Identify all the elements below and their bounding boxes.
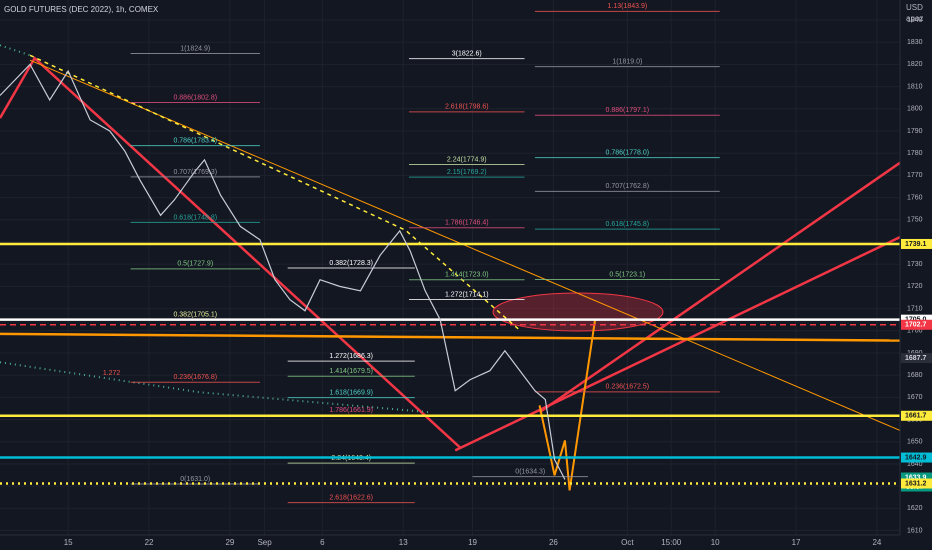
fib-label: 0(1634.3) — [515, 468, 545, 475]
price-tag — [901, 353, 932, 364]
price-tag — [901, 319, 932, 330]
x-tick-label: 29 — [225, 538, 234, 547]
price-tag-label: 1631.2 — [905, 480, 927, 487]
y-tick-label: 1670 — [907, 394, 923, 401]
y-tick-label: 1680 — [907, 372, 923, 379]
y-tick-label: 1780 — [907, 150, 923, 157]
chart-title: GOLD FUTURES (DEC 2022), 1h, COMEX — [4, 5, 159, 14]
trend-line — [538, 320, 596, 491]
x-tick-label: 13 — [399, 538, 408, 547]
price-tag — [901, 314, 932, 325]
y-tick-label: 1640 — [907, 461, 923, 468]
y-tick-label: 1810 — [907, 83, 923, 90]
fib-label: 0.886(1797.1) — [606, 107, 650, 114]
y-tick-label: 1790 — [907, 128, 923, 135]
price-tag — [901, 478, 932, 489]
price-tag-label: 1661.7 — [905, 413, 927, 420]
price-tag — [901, 410, 932, 421]
plot-area: 1(1824.9) 0.886(1802.8) 0.786(1783.4) 0.707… — [0, 3, 900, 504]
x-tick-label: 19 — [468, 538, 477, 547]
price-line — [0, 63, 566, 480]
fib-label: 1.272(1714.1) — [445, 291, 489, 298]
y-tick-label: 1840 — [907, 17, 923, 24]
fib-label: 0.786(1778.0) — [606, 149, 650, 156]
trend-line — [538, 161, 900, 414]
x-tick-label: 26 — [549, 538, 558, 547]
x-tick-label: 15:00 — [661, 538, 682, 547]
y-tick-label: 1800 — [907, 106, 923, 113]
fib-label: 2.15(1769.2) — [447, 169, 487, 176]
x-tick-label: Oct — [621, 538, 634, 547]
fib-label: 1.786(1661.9) — [329, 407, 373, 414]
fib-label: 0.618(1745.8) — [606, 221, 650, 228]
trend-line — [0, 44, 31, 57]
fib-label: 0.707(1769.3) — [173, 169, 217, 176]
fib-label: 1.618(1669.9) — [329, 389, 373, 396]
trend-line — [29, 54, 521, 331]
fib-label: 2.618(1798.6) — [445, 104, 489, 111]
y-tick-label: 1820 — [907, 61, 923, 68]
y-tick-label: 1760 — [907, 194, 923, 201]
trend-line — [0, 332, 900, 342]
x-tick-label: 10 — [711, 538, 720, 547]
price-tag-label: 1642.9 — [905, 454, 927, 461]
trend-line — [0, 361, 430, 414]
y-tick-label: 1830 — [907, 39, 923, 46]
price-tag-label: 1739.1 — [905, 241, 927, 248]
y-tick-label: 1650 — [907, 439, 923, 446]
y-tick-label: 1610 — [907, 527, 923, 534]
price-tag-label: 1702.7 — [905, 322, 927, 329]
y-tick-label: 1750 — [907, 217, 923, 224]
price-tag — [901, 238, 932, 249]
fib-label: 1(1819.0) — [612, 58, 642, 65]
fib-label: 0.236(1676.8) — [173, 374, 217, 381]
x-tick-label: 15 — [64, 538, 73, 547]
y-tick-label: 1770 — [907, 172, 923, 179]
x-tick-label: 6 — [320, 538, 325, 547]
price-tag-label: 1687.7 — [905, 355, 927, 362]
y-tick-label: 1720 — [907, 283, 923, 290]
axis-labels: 1610162016301640165016601670168016901700… — [64, 17, 932, 547]
fib-label: 0.886(1802.8) — [173, 94, 217, 101]
price-tag-label: 1633.9 — [905, 474, 927, 481]
fib-label: 1(1824.9) — [180, 45, 210, 52]
y-tick-label: 1700 — [907, 328, 923, 335]
y-tick-label: 1710 — [907, 305, 923, 312]
price-tag — [901, 452, 932, 463]
fib-label: 0(1631.0) — [180, 476, 210, 483]
trend-line — [454, 235, 900, 452]
fib-label: 2.618(1622.6) — [329, 494, 373, 501]
y-tick-label: 1730 — [907, 261, 923, 268]
fib-label: 0.618(1748.8) — [173, 214, 217, 221]
trend-line — [0, 56, 461, 449]
x-tick-label: Sep — [257, 538, 272, 547]
fib-label: 1.414(1723.0) — [445, 272, 489, 279]
price-tag — [901, 472, 932, 483]
fib-label: 2.24(1774.9) — [447, 156, 487, 163]
x-tick-label: 22 — [145, 538, 154, 547]
fib-label: 1.414(1679.5) — [329, 368, 373, 375]
annotation: 1.272 — [103, 370, 121, 377]
trend-line — [29, 59, 900, 431]
fib-label: 0.236(1672.5) — [606, 384, 650, 391]
fib-label: 3(1822.6) — [452, 50, 482, 57]
currency: USD — [906, 3, 923, 12]
fib-label: 1.13(1843.9) — [607, 3, 647, 10]
fib-label: 0.5(1723.1) — [609, 271, 645, 278]
fib-label: 1.272(1686.3) — [329, 353, 373, 360]
fib-label: 1.786(1746.4) — [445, 220, 489, 227]
fib-label: 0.5(1727.9) — [177, 261, 213, 268]
x-tick-label: 24 — [872, 538, 881, 547]
y-tick-label: 1620 — [907, 505, 923, 512]
x-tick-label: 17 — [792, 538, 801, 547]
fib-label: 0.786(1783.4) — [173, 137, 217, 144]
highlight-zone — [492, 292, 664, 332]
fib-label: 0.707(1762.8) — [606, 183, 650, 190]
fib-label: 0.382(1705.1) — [173, 311, 217, 318]
axis-note: apoz — [906, 14, 923, 23]
fib-label: 0.382(1728.3) — [329, 260, 373, 267]
